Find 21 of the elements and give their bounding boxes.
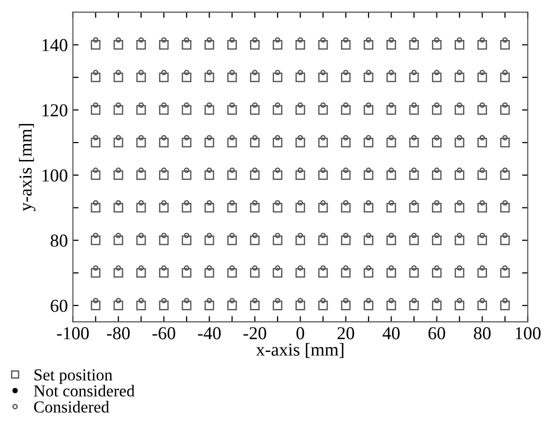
legend-label: Set position bbox=[34, 369, 112, 384]
y-tick-label: 80 bbox=[50, 234, 68, 247]
x-axis-title: x-axis [mm] bbox=[256, 343, 344, 358]
y-tick-label: 100 bbox=[42, 169, 68, 182]
legend-label: Not considered bbox=[34, 384, 135, 397]
x-tick-label: -80 bbox=[107, 327, 130, 340]
x-tick-label: -60 bbox=[152, 327, 176, 340]
y-tick-label: 120 bbox=[42, 104, 68, 116]
x-tick-label: 40 bbox=[382, 327, 400, 340]
y-tick-label: 140 bbox=[42, 39, 68, 52]
x-tick-label: 80 bbox=[474, 327, 491, 340]
x-tick-label: 0 bbox=[296, 327, 304, 340]
x-tick-label: -100 bbox=[57, 327, 89, 340]
legend-label: Considered bbox=[34, 400, 110, 413]
x-tick-label: -40 bbox=[198, 327, 221, 340]
x-tick-label: 100 bbox=[516, 327, 541, 340]
y-axis-title: y-axis [mm] bbox=[18, 124, 36, 212]
x-tick-label: -20 bbox=[243, 327, 266, 340]
y-tick-label: 60 bbox=[50, 300, 68, 312]
x-tick-label: 20 bbox=[338, 327, 354, 340]
x-tick-label: 60 bbox=[428, 327, 446, 340]
